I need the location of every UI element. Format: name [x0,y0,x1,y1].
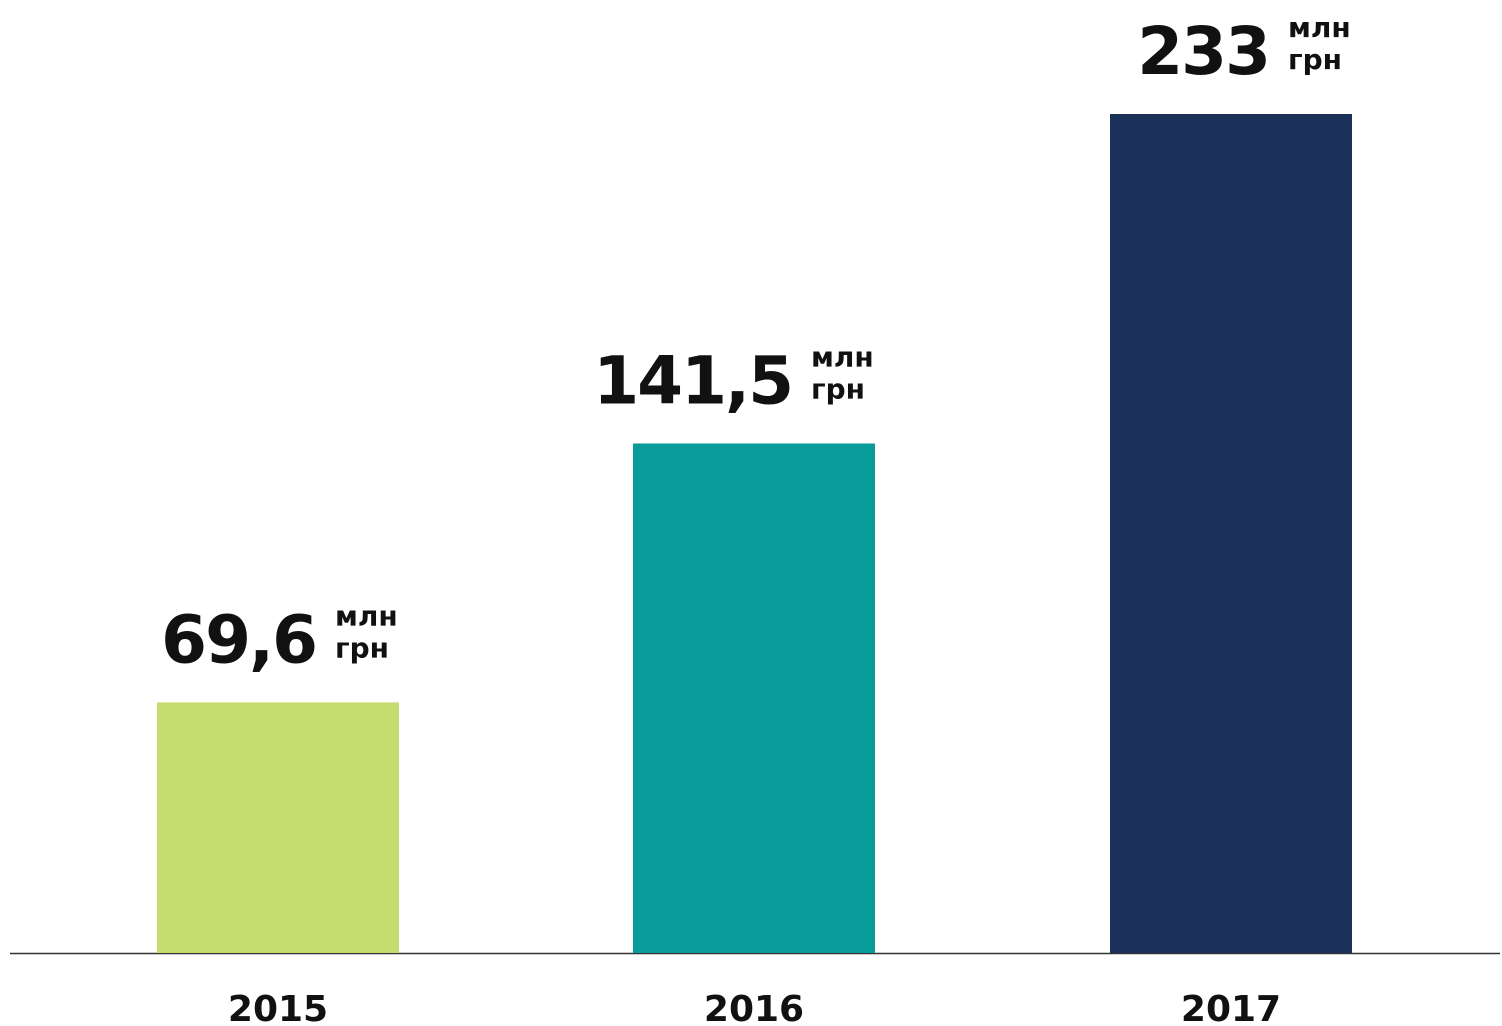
bar [1110,114,1352,953]
value-label: 233 [1137,13,1269,90]
x-tick-label: 2015 [228,989,328,1026]
value-unit: грн [811,372,865,405]
value-unit: млн [335,599,398,632]
value-unit: млн [1288,11,1351,44]
bar [157,702,399,953]
value-unit: грн [335,631,389,664]
value-unit: млн [811,340,874,373]
value-unit: грн [1288,43,1342,76]
value-label: 69,6 [161,601,316,678]
bar [633,443,875,953]
x-tick-label: 2016 [704,989,804,1026]
x-tick-label: 2017 [1181,989,1281,1026]
value-label: 141,5 [593,342,792,419]
